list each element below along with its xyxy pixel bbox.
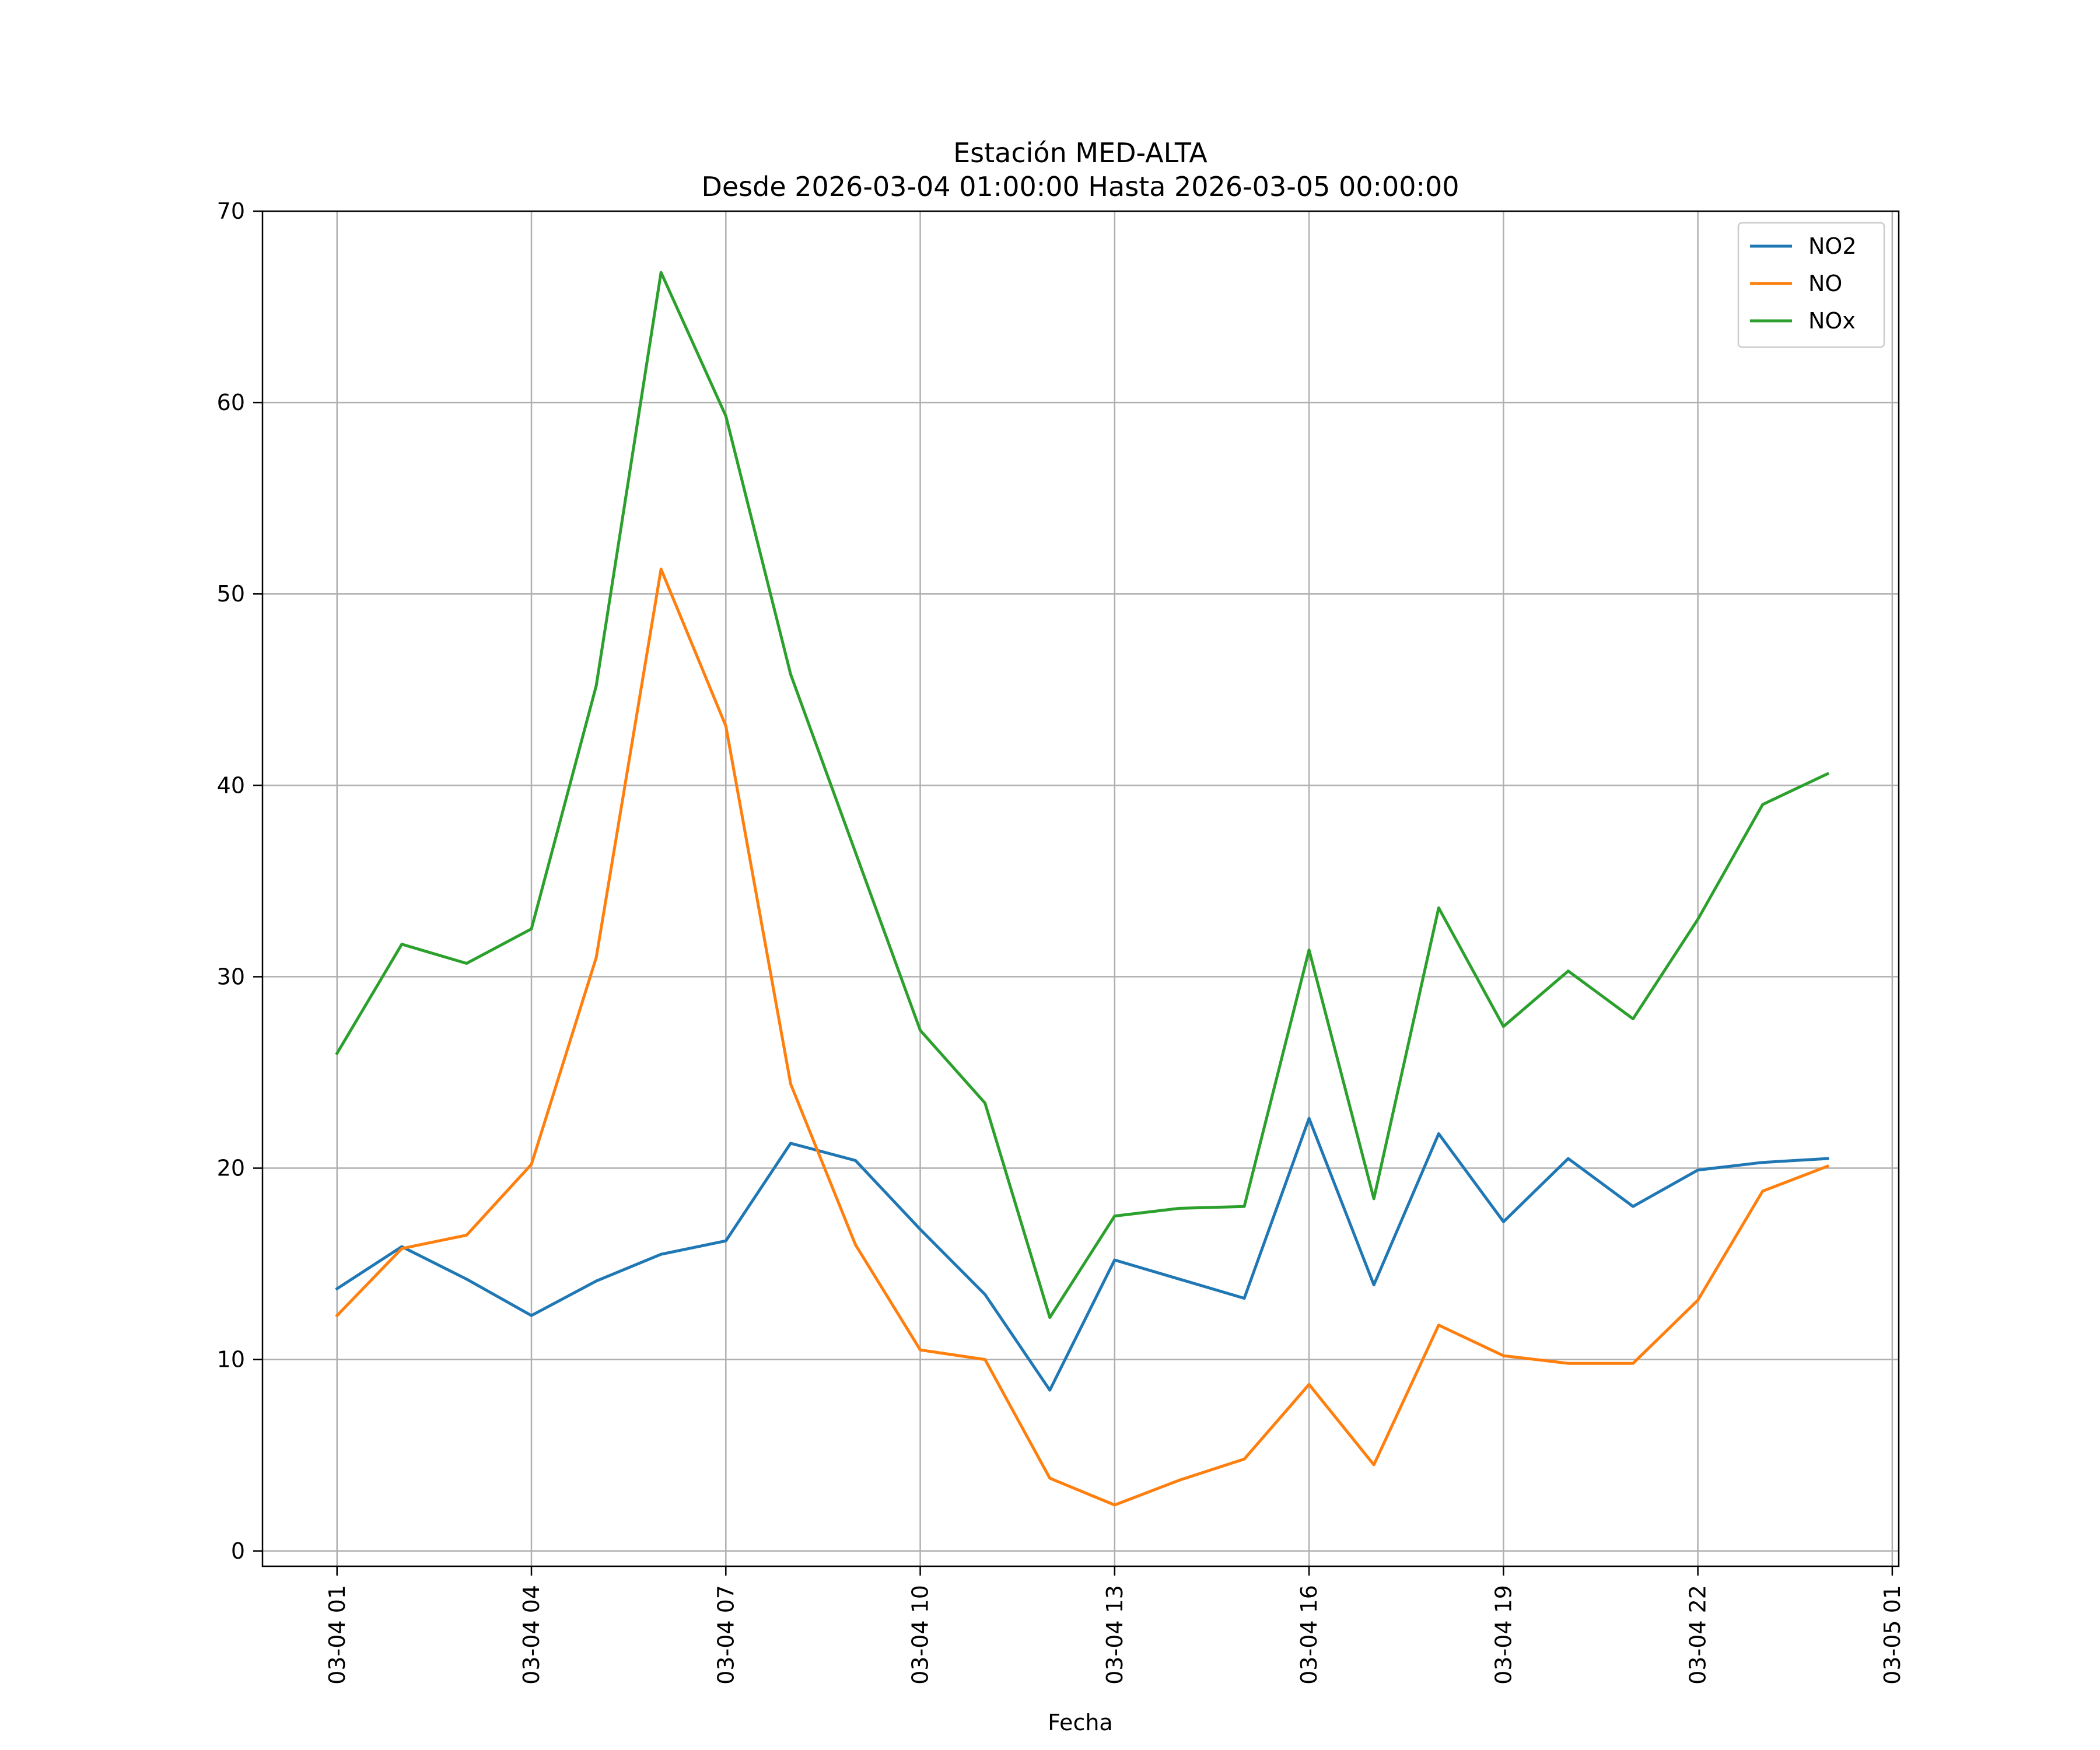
y-tick-label: 30 <box>217 964 245 989</box>
legend-label-no: NO <box>1808 271 1842 296</box>
chart-subtitle: Desde 2026-03-04 01:00:00 Hasta 2026-03-… <box>701 171 1459 202</box>
series-line-no2 <box>335 1116 1829 1392</box>
data-series <box>335 271 1830 1507</box>
x-tick-label: 03-04 22 <box>1685 1585 1711 1685</box>
chart-title: Estación MED-ALTA <box>953 137 1208 169</box>
y-tick-label: 40 <box>217 772 245 798</box>
axes <box>261 210 1900 1567</box>
plot-frame <box>261 210 1900 1567</box>
x-tick-label: 03-04 16 <box>1296 1585 1322 1685</box>
tick-marks: 03-04 01 03-04 04 03-04 07 03-04 10 03-04 13… <box>217 198 1905 1685</box>
x-tick-label: 03-05 01 <box>1880 1585 1905 1685</box>
x-tick-label: 03-04 01 <box>324 1585 350 1685</box>
grid-lines <box>262 211 1899 1566</box>
series-line-nox <box>335 271 1830 1319</box>
y-tick-label: 10 <box>217 1347 245 1373</box>
y-tick-label: 50 <box>217 581 245 607</box>
x-tick-label: 03-04 19 <box>1490 1585 1516 1685</box>
x-tick-label: 03-04 04 <box>519 1585 544 1685</box>
y-tick-label: 70 <box>217 198 245 224</box>
y-tick-label: 60 <box>217 390 245 415</box>
legend: NO2 NO NOx <box>1737 222 1885 348</box>
x-axis-label: Fecha <box>1048 1710 1112 1735</box>
y-tick-label: 0 <box>231 1538 245 1564</box>
x-tick-label: 03-04 13 <box>1102 1585 1128 1685</box>
x-tick-label: 03-04 10 <box>908 1585 933 1685</box>
legend-label-nox: NOx <box>1808 308 1856 334</box>
legend-box <box>1737 222 1885 348</box>
series-line-no <box>335 568 1830 1507</box>
x-tick-label: 03-04 07 <box>713 1585 738 1685</box>
legend-label-no2: NO2 <box>1808 233 1857 259</box>
y-tick-label: 20 <box>217 1156 245 1181</box>
